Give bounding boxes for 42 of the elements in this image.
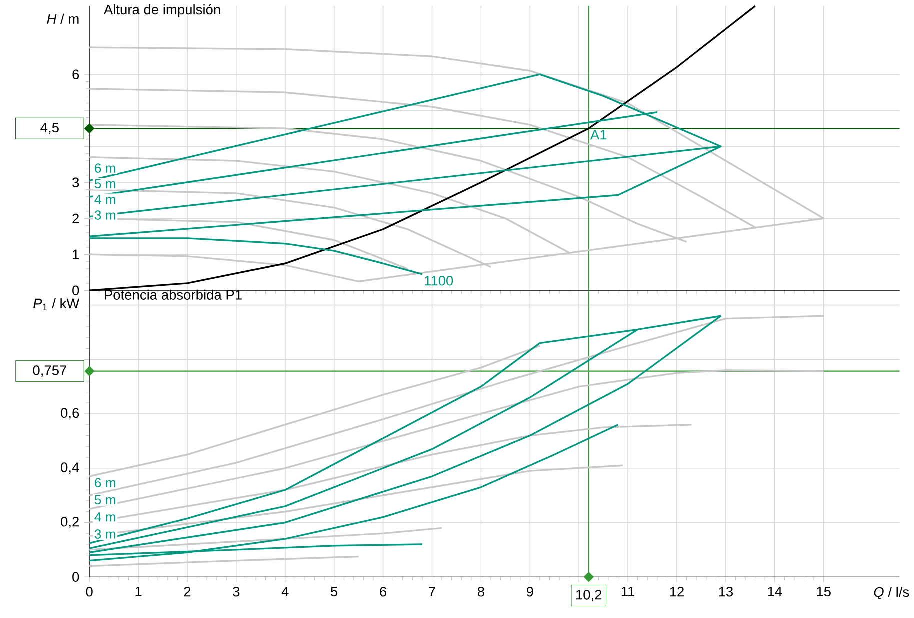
x-tick-label: 14 — [768, 586, 782, 596]
x-tick-label: 0 — [86, 586, 93, 597]
ref-line-label: 0,757 — [33, 365, 66, 377]
annotation: 6 m — [95, 478, 116, 488]
y-tick-label: 0 — [72, 286, 80, 296]
x-tick-label: 7 — [429, 586, 436, 596]
y-tick-label: 6 — [72, 70, 80, 80]
y-tick-label: 2 — [72, 214, 79, 224]
chart-title: Potencia absorbida P1 — [105, 290, 242, 300]
x-tick-label: 15 — [817, 586, 831, 596]
x-tick-label: 9 — [526, 586, 534, 597]
annotation: 6 m — [95, 163, 116, 173]
annotation: 4 m — [94, 194, 116, 204]
x-tick-label: 1 — [136, 586, 142, 596]
x-tick-label: 13 — [719, 586, 734, 597]
annotation: 1100 — [425, 276, 454, 286]
y-tick-label: 0,6 — [61, 408, 80, 420]
annotation: A1 — [590, 130, 607, 140]
x-tick-label: 8 — [478, 586, 484, 597]
x-axis-title: Q / l/s — [874, 586, 910, 600]
annotation: 4 m — [94, 512, 116, 522]
y-tick-label: 0 — [72, 572, 80, 582]
annotation: 3 m — [94, 210, 116, 220]
y-axis-title: P$_{1}$ / kW — [34, 298, 80, 310]
annotation: 5 m — [94, 495, 116, 504]
annotation: 3 m — [94, 529, 116, 539]
y-tick-label: 0,2 — [61, 516, 79, 528]
ref-line-label: 4,5 — [40, 122, 59, 134]
y-tick-label: 3 — [72, 178, 80, 188]
annotation: 5 m — [94, 179, 116, 188]
ref-line-label: 10,2 — [576, 590, 602, 602]
chart-title: Altura de impulsión — [104, 4, 220, 18]
x-tick-label: 11 — [622, 586, 635, 596]
y-tick-label: 0,4 — [61, 462, 80, 474]
y-tick-label: 1 — [73, 250, 80, 260]
x-tick-label: 5 — [331, 586, 338, 596]
x-tick-label: 6 — [380, 586, 387, 597]
y-axis-title: H / m — [47, 14, 79, 24]
x-tick-label: 4 — [282, 586, 289, 596]
x-tick-label: 3 — [233, 586, 240, 597]
x-tick-label: 12 — [670, 586, 684, 596]
x-tick-label: 2 — [184, 586, 191, 596]
